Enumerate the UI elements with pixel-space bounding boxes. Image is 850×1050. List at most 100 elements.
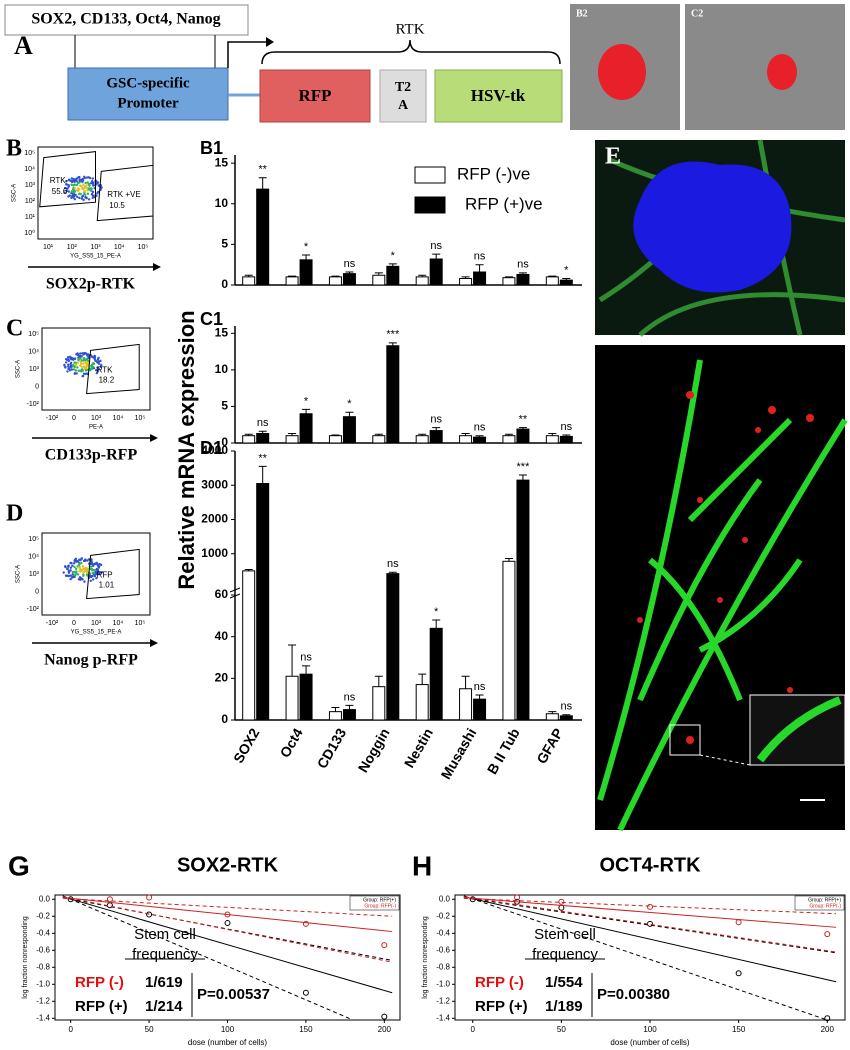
x-tick-label: Oct4 bbox=[276, 725, 306, 760]
y-axis-label: log fraction nonresponding bbox=[22, 916, 29, 999]
ci-line bbox=[463, 897, 837, 915]
red-dots bbox=[637, 391, 814, 744]
flow-dot bbox=[80, 557, 83, 561]
y-tick-label: -1.0 bbox=[36, 979, 50, 988]
significance: ns bbox=[474, 251, 486, 263]
flow-y-tick: 10¹ bbox=[25, 214, 36, 221]
flow-dot bbox=[79, 570, 82, 573]
flow-dot bbox=[76, 177, 79, 180]
y-tick-label: 2000 bbox=[201, 512, 228, 526]
flow-dot bbox=[89, 367, 92, 370]
error-bar bbox=[374, 675, 383, 687]
gate-value: 18.2 bbox=[99, 376, 115, 385]
y-tick-label: 5 bbox=[221, 237, 228, 251]
flow-y-tick: 0 bbox=[35, 383, 39, 390]
y-tick-label: 10 bbox=[215, 362, 229, 376]
ci-line bbox=[463, 895, 828, 1021]
panel-label: G bbox=[8, 850, 30, 881]
flow-x-tick: 10³ bbox=[90, 244, 101, 251]
bar bbox=[242, 435, 256, 444]
error-bar bbox=[475, 694, 484, 700]
significance: ns bbox=[517, 259, 529, 271]
flow-dot bbox=[64, 357, 68, 361]
inset-link bbox=[699, 754, 751, 766]
bar bbox=[429, 430, 443, 444]
x-tick-label: CD133 bbox=[314, 725, 350, 771]
flow-dot bbox=[67, 570, 70, 573]
error-bar bbox=[331, 707, 340, 712]
y-tick-label: -1.4 bbox=[436, 1013, 450, 1022]
data-point bbox=[558, 898, 565, 905]
ci-line bbox=[463, 896, 837, 953]
x-tick-label: 0 bbox=[471, 1025, 476, 1034]
bar bbox=[545, 435, 559, 444]
chart-title: B1 bbox=[200, 138, 223, 158]
flow-dot bbox=[72, 178, 75, 182]
promoter-box bbox=[67, 67, 229, 121]
data-point bbox=[224, 911, 231, 918]
error-bar bbox=[388, 571, 397, 574]
bar bbox=[459, 688, 473, 721]
rtk-label: RTK bbox=[395, 21, 424, 37]
flow-dot bbox=[77, 369, 80, 372]
flow-dot bbox=[82, 573, 85, 576]
bar bbox=[502, 277, 516, 286]
promoter-text: Promoter bbox=[117, 95, 179, 111]
x-axis-label: dose (number of cells) bbox=[188, 1038, 267, 1047]
flow-dot bbox=[81, 374, 84, 378]
error-bar bbox=[388, 342, 397, 346]
bar bbox=[299, 673, 313, 721]
flow-y-tick: -10² bbox=[27, 606, 40, 613]
flow-dot bbox=[89, 189, 92, 192]
error-bar bbox=[562, 434, 571, 437]
flow-dot bbox=[83, 580, 86, 583]
ci-line bbox=[463, 897, 837, 954]
data-point bbox=[558, 904, 565, 911]
frequency-title: frequency bbox=[132, 946, 198, 963]
bar bbox=[459, 278, 473, 286]
flow-y-tick: 10⁴ bbox=[24, 166, 35, 173]
rfp-text: RFP bbox=[298, 86, 331, 105]
data-point bbox=[224, 920, 231, 927]
flow-dot bbox=[80, 355, 83, 358]
flow-dot bbox=[83, 190, 86, 193]
flow-dot bbox=[78, 176, 81, 179]
flow-dot bbox=[71, 195, 75, 199]
flow-dot bbox=[91, 578, 95, 581]
flow-dot bbox=[64, 366, 67, 369]
flow-dot bbox=[72, 562, 76, 565]
flow-dot bbox=[100, 186, 103, 189]
flow-caption: CD133p-RFP bbox=[45, 447, 138, 464]
error-bar bbox=[302, 254, 311, 260]
bar bbox=[386, 345, 400, 444]
flow-dot bbox=[74, 557, 78, 561]
flow-dot bbox=[85, 184, 88, 187]
flow-dot bbox=[71, 573, 74, 576]
legend-label: RFP (+)ve bbox=[465, 194, 543, 213]
y-tick-label: 0 bbox=[221, 712, 228, 726]
flow-dot bbox=[77, 563, 81, 567]
flow-dot bbox=[86, 574, 89, 577]
arrowhead bbox=[150, 639, 158, 647]
data-point bbox=[647, 903, 653, 910]
flow-dot bbox=[96, 366, 99, 369]
flow-dot bbox=[82, 571, 85, 574]
fit-line bbox=[62, 896, 393, 994]
t2a-text: T2 bbox=[395, 80, 411, 95]
significance: ns bbox=[561, 701, 573, 713]
flow-dot bbox=[91, 365, 95, 369]
flow-dot bbox=[86, 192, 90, 195]
y-axis-label: Relative mRNA expression bbox=[174, 310, 199, 589]
flow-dot bbox=[80, 361, 83, 364]
x-tick-label: Noggin bbox=[355, 725, 393, 775]
flow-dot bbox=[94, 573, 98, 576]
legend-label: Group: RFP(-) bbox=[364, 903, 396, 909]
error-bar bbox=[288, 432, 297, 436]
data-point bbox=[824, 1015, 831, 1022]
significance: ** bbox=[519, 414, 528, 426]
flow-dot bbox=[95, 576, 98, 580]
flow-dot bbox=[69, 569, 72, 572]
y-tick-label: 20 bbox=[215, 671, 229, 685]
flow-dot bbox=[82, 187, 85, 190]
error-bar bbox=[432, 619, 441, 629]
